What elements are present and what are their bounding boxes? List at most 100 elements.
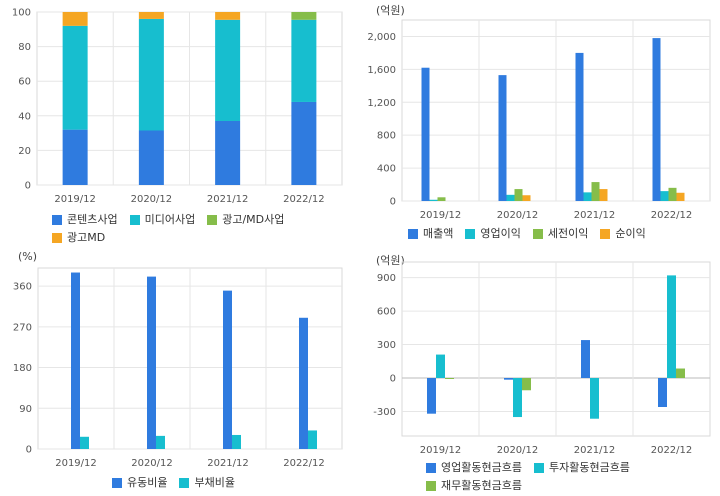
legend-item[interactable]: 순이익	[600, 226, 646, 242]
y-tick-label: 80	[18, 42, 31, 53]
legend-row: 콘텐츠사업 미디어사업 광고/MD사업	[52, 212, 296, 230]
grouped-bar-chart: 0 90 180 270 360 2019/12 2020/12 2021/12 2022/12	[13, 267, 343, 469]
bar	[436, 354, 445, 378]
legend-label: 광고/MD사업	[222, 213, 285, 226]
y-tick-label: 900	[377, 273, 396, 284]
chart-panel-revenue-mix: 0 20 40 60 80 100 2019/12 2020/12 2021/12 2022/12…	[0, 0, 360, 248]
bar	[652, 38, 661, 201]
legend-label: 매출액	[423, 227, 454, 240]
bar	[599, 189, 608, 201]
chart-unit: (%)	[18, 250, 38, 263]
y-tick-label: 270	[13, 322, 32, 333]
legend-row: 재무활동현금흐름	[426, 478, 642, 496]
x-tick-label: 2021/12	[207, 458, 249, 469]
legend-item[interactable]: 콘텐츠사업	[52, 212, 118, 228]
grouped-bar-chart: 0 400 800 1,200 1,600 2,000 2019/12 2020/12 2021…	[367, 19, 711, 221]
bar	[421, 67, 430, 201]
legend-item[interactable]: 유동비율	[112, 475, 167, 491]
legend-item[interactable]: 매출액	[408, 226, 453, 242]
bar-segment	[291, 19, 317, 102]
grouped-bar-chart: -300 0 300 600 900 2019/12 2020/12 2021/12 2022/…	[373, 261, 711, 456]
x-tick-label: 2022/12	[651, 445, 693, 456]
y-tick-label: 40	[18, 111, 31, 122]
bar	[668, 187, 677, 201]
bar	[506, 194, 515, 201]
bar	[575, 52, 584, 202]
y-tick-label: 400	[377, 164, 396, 175]
bar	[590, 378, 599, 419]
bar-segment	[291, 12, 317, 20]
y-tick-label: 20	[18, 146, 31, 157]
bar	[445, 378, 454, 379]
x-tick-label: 2019/12	[54, 194, 96, 205]
legend-label: 영업활동현금흐름	[441, 461, 522, 474]
x-tick-label: 2021/12	[207, 194, 249, 205]
legend-swatch	[207, 215, 218, 225]
legend-item[interactable]: 재무활동현금흐름	[426, 478, 522, 494]
bar	[232, 434, 241, 449]
x-tick-label: 2020/12	[497, 445, 539, 456]
legend-swatch	[408, 229, 418, 239]
bar	[427, 378, 436, 414]
chart-legend: 매출액 영업이익 세전이익 순이익	[408, 226, 658, 244]
legend-swatch	[52, 215, 62, 225]
bar	[581, 340, 590, 378]
legend-label: 세전이익	[547, 227, 589, 240]
legend-item[interactable]: 부채비율	[179, 475, 235, 491]
legend-item[interactable]: 투자활동현금흐름	[533, 460, 630, 476]
y-tick-label: 0	[390, 197, 396, 208]
y-tick-label: 0	[25, 181, 31, 192]
bar-segment	[62, 12, 88, 26]
legend-row: 영업활동현금흐름 투자활동현금흐름	[426, 460, 642, 478]
bar	[658, 378, 667, 407]
chart-panel-cashflow: (억원) -300 0 300 600 900 2019/12 2020/12 2021/12…	[360, 248, 720, 496]
bar-segment	[215, 19, 241, 121]
bar	[504, 378, 513, 380]
legend-label: 부채비율	[194, 476, 235, 489]
legend-label: 콘텐츠사업	[67, 213, 118, 226]
legend-row: 광고MD	[52, 230, 296, 248]
x-tick-label: 2022/12	[283, 194, 325, 205]
legend-swatch	[426, 463, 436, 473]
bar	[522, 378, 531, 391]
bar-segment	[215, 12, 241, 20]
chart-panel-income: (억원) 0 400 800 1,200 1,600 2,000 2019/12 2020/1…	[360, 0, 720, 248]
y-tick-label: 90	[19, 404, 32, 415]
legend-item[interactable]: 광고MD	[52, 230, 105, 246]
bar	[80, 436, 89, 449]
chart-unit: (억원)	[376, 254, 405, 267]
legend-swatch	[426, 481, 436, 491]
bar-segment	[62, 129, 88, 185]
bar	[308, 430, 317, 449]
bar	[71, 272, 80, 449]
legend-item[interactable]: 영업이익	[465, 226, 521, 242]
bar-segment	[138, 130, 164, 185]
x-tick-label: 2020/12	[131, 458, 173, 469]
legend-label: 투자활동현금흐름	[548, 461, 630, 474]
legend-swatch	[532, 229, 543, 239]
legend-swatch	[533, 463, 544, 473]
legend-label: 영업이익	[480, 227, 521, 240]
legend-item[interactable]: 미디어사업	[129, 212, 195, 228]
legend-item[interactable]: 세전이익	[532, 226, 589, 242]
x-tick-label: 2020/12	[131, 194, 173, 205]
legend-label: 재무활동현금흐름	[441, 479, 522, 492]
bar-segment	[138, 12, 164, 19]
chart-legend: 유동비율 부채비율	[112, 475, 247, 493]
y-tick-label: 360	[13, 282, 32, 293]
legend-row: 유동비율 부채비율	[112, 475, 247, 493]
x-tick-label: 2021/12	[574, 210, 616, 221]
legend-label: 순이익	[615, 227, 646, 240]
bar	[591, 182, 600, 201]
x-tick-label: 2021/12	[574, 445, 616, 456]
legend-item[interactable]: 영업활동현금흐름	[426, 460, 522, 476]
legend-item[interactable]: 광고/MD사업	[207, 212, 284, 228]
y-tick-label: 600	[377, 307, 396, 318]
y-tick-label: -300	[373, 407, 396, 418]
chart-unit: (억원)	[376, 4, 405, 17]
legend-swatch	[129, 215, 140, 225]
bar-segment	[291, 101, 317, 185]
bar	[299, 317, 308, 449]
